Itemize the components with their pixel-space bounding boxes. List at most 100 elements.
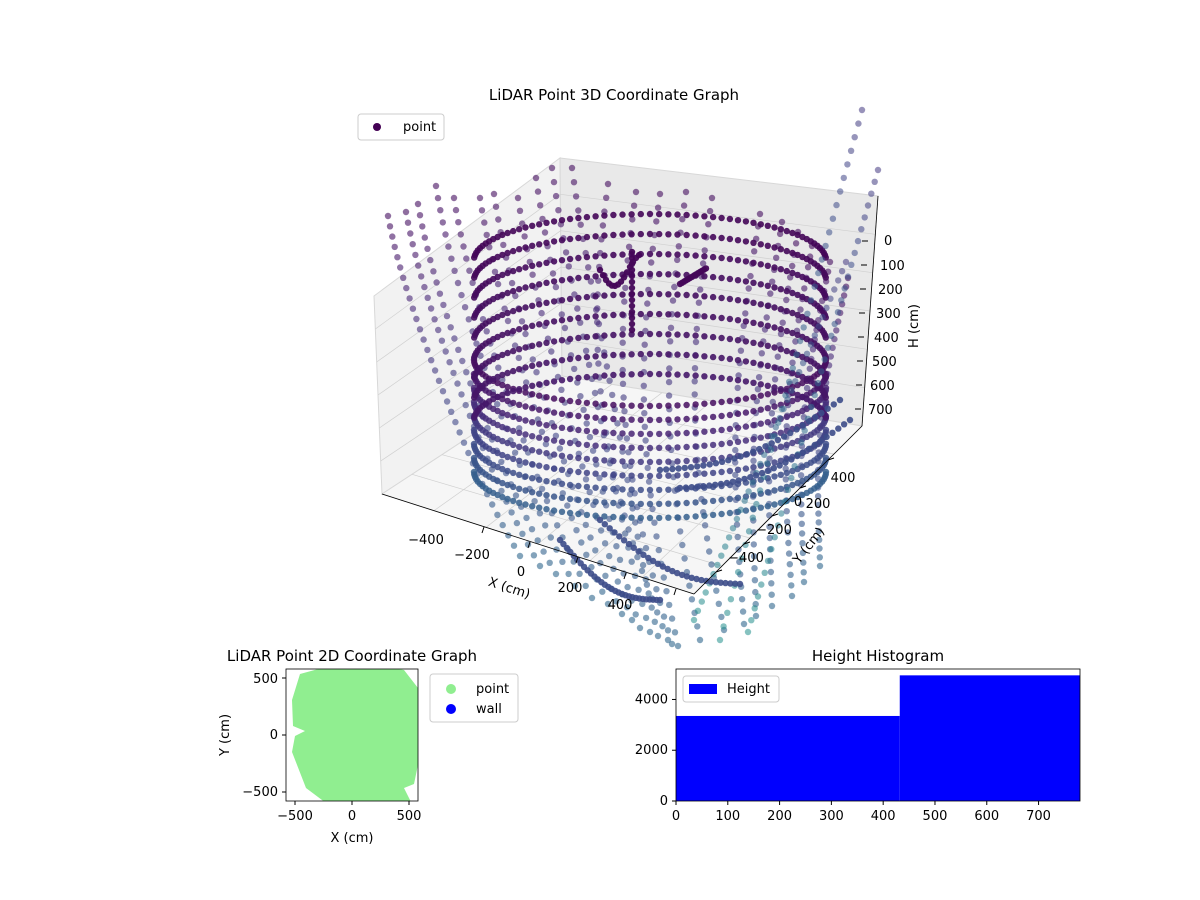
data-point bbox=[789, 249, 796, 257]
data-point bbox=[543, 464, 550, 471]
data-point bbox=[536, 361, 543, 368]
data-point bbox=[700, 483, 707, 490]
data-point bbox=[764, 391, 771, 398]
data-point bbox=[536, 476, 543, 483]
data-point bbox=[656, 250, 663, 258]
data-point bbox=[734, 237, 742, 244]
data-point bbox=[768, 440, 775, 447]
data-point bbox=[404, 219, 412, 226]
data-point bbox=[504, 467, 511, 475]
data-point bbox=[628, 308, 636, 316]
data-point bbox=[516, 246, 523, 253]
data-point bbox=[768, 433, 776, 440]
data-point bbox=[788, 474, 795, 482]
data-point bbox=[718, 426, 725, 434]
data-point bbox=[601, 485, 608, 492]
data-point bbox=[575, 496, 582, 504]
data-point bbox=[750, 394, 757, 401]
data-point bbox=[656, 330, 663, 338]
data-point bbox=[777, 226, 784, 233]
data-point bbox=[838, 297, 845, 304]
data-point bbox=[619, 500, 626, 507]
data-point bbox=[683, 457, 690, 465]
data-point bbox=[701, 333, 708, 340]
data-point bbox=[709, 293, 717, 301]
data-point bbox=[654, 204, 662, 211]
data-point bbox=[646, 486, 654, 494]
data-point bbox=[783, 267, 790, 275]
data-point bbox=[742, 278, 750, 285]
data-point bbox=[756, 487, 764, 494]
data-point bbox=[815, 510, 822, 517]
data-point bbox=[794, 452, 801, 460]
data-point bbox=[722, 543, 729, 550]
data-point bbox=[768, 410, 776, 417]
data-point bbox=[726, 295, 734, 303]
data-point bbox=[619, 331, 626, 338]
data-point bbox=[750, 492, 757, 499]
data-point bbox=[522, 304, 529, 311]
data-point bbox=[783, 307, 790, 315]
data-point bbox=[822, 414, 829, 421]
x-ticks-2d: −500 0 500 bbox=[277, 801, 421, 824]
data-point bbox=[510, 387, 517, 395]
data-point bbox=[499, 376, 506, 383]
data-point bbox=[757, 406, 764, 413]
data-point bbox=[522, 244, 529, 251]
data-point bbox=[783, 423, 790, 430]
data-point bbox=[726, 467, 734, 475]
data-point bbox=[745, 528, 753, 535]
data-point bbox=[735, 568, 742, 576]
data-point bbox=[620, 537, 628, 544]
data-point bbox=[588, 594, 596, 602]
data-point bbox=[592, 253, 599, 260]
data-point bbox=[635, 548, 642, 555]
data-point bbox=[752, 612, 760, 620]
data-point bbox=[613, 598, 620, 605]
data-point bbox=[663, 466, 670, 473]
data-point bbox=[583, 413, 591, 421]
data-point bbox=[614, 578, 621, 585]
data-point bbox=[646, 330, 654, 338]
data-point bbox=[665, 231, 672, 238]
data-point bbox=[601, 443, 608, 450]
data-point bbox=[628, 416, 635, 423]
point-cloud-2d bbox=[292, 669, 418, 801]
data-point bbox=[750, 553, 758, 560]
data-point bbox=[741, 497, 748, 504]
data-point bbox=[667, 338, 674, 345]
data-point bbox=[481, 219, 488, 226]
data-point bbox=[642, 614, 650, 622]
data-point bbox=[692, 292, 699, 299]
data-point bbox=[638, 567, 646, 575]
x-tick-label: 0 bbox=[348, 809, 356, 824]
data-point bbox=[750, 408, 757, 415]
legend-label-wall: wall bbox=[476, 702, 502, 717]
data-point bbox=[604, 180, 612, 188]
data-point bbox=[635, 251, 643, 259]
x-axis-line bbox=[381, 493, 695, 595]
data-point bbox=[668, 640, 676, 648]
data-point bbox=[625, 449, 632, 456]
data-point bbox=[707, 578, 715, 585]
data-point bbox=[522, 344, 529, 351]
data-point bbox=[751, 605, 758, 612]
data-point bbox=[726, 397, 734, 405]
data-point bbox=[628, 302, 636, 310]
data-point bbox=[726, 375, 734, 383]
data-point bbox=[783, 367, 790, 375]
data-point bbox=[504, 289, 511, 297]
data-point bbox=[804, 310, 811, 317]
data-point bbox=[694, 623, 701, 630]
data-point bbox=[768, 591, 775, 598]
x-tick-label: 0 bbox=[672, 809, 680, 824]
data-point bbox=[516, 326, 523, 333]
data-point bbox=[516, 415, 523, 422]
data-point bbox=[531, 498, 538, 505]
data-point bbox=[646, 514, 654, 522]
data-point bbox=[628, 248, 636, 256]
data-point bbox=[799, 463, 806, 471]
data-point bbox=[726, 335, 734, 343]
data-point bbox=[674, 514, 681, 521]
